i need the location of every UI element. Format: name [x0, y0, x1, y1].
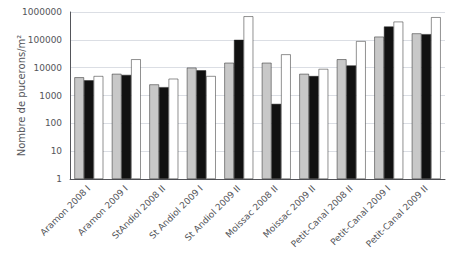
svg-text:Moissac 2008 II: Moissac 2008 II: [223, 183, 280, 240]
svg-text:1000: 1000: [39, 91, 62, 101]
svg-text:1000000: 1000000: [22, 7, 62, 17]
svg-text:Petit-Canal 2009 I: Petit-Canal 2009 I: [329, 183, 393, 247]
svg-text:Aramon 2009 I: Aramon 2009 I: [75, 183, 130, 238]
svg-text:St Andiol 2009 II: St Andiol 2009 II: [182, 183, 243, 243]
svg-text:Nombre de pucerons/m²: Nombre de pucerons/m²: [16, 35, 27, 157]
svg-text:St Andiol 2009 I: St Andiol 2009 I: [147, 183, 205, 241]
svg-text:10: 10: [51, 146, 63, 156]
svg-text:100: 100: [45, 118, 62, 128]
svg-text:10000: 10000: [33, 63, 62, 73]
svg-text:Petit-Canal 2008 II: Petit-Canal 2008 II: [289, 183, 355, 249]
svg-text:Petit-Canal 2009 II: Petit-Canal 2009 II: [364, 183, 430, 249]
svg-text:Aramon 2008 I: Aramon 2008 I: [38, 183, 93, 238]
svg-text:Moissac 2009 II: Moissac 2009 II: [261, 183, 318, 240]
svg-text:1: 1: [56, 174, 62, 184]
svg-text:StAndiol 2008 II: StAndiol 2008 II: [110, 183, 168, 241]
svg-text:100000: 100000: [28, 35, 63, 45]
